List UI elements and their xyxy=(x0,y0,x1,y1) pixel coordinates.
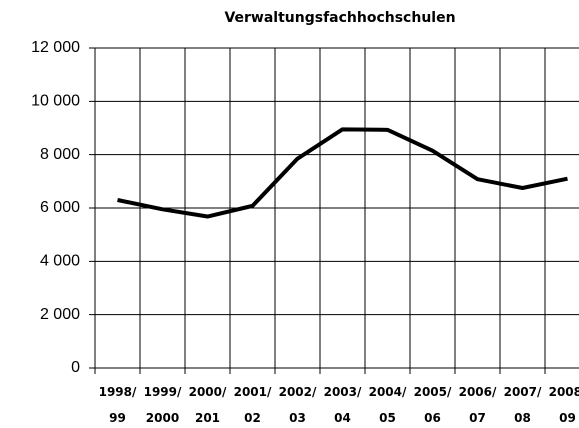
x-tick-label: 2005/06 xyxy=(414,385,452,425)
x-tick-label: 2006/07 xyxy=(459,385,497,425)
x-tick-label: 2003/04 xyxy=(324,385,362,425)
y-tick-label: 2 000 xyxy=(40,306,80,323)
y-tick-label: 12 000 xyxy=(31,39,80,56)
x-tick-label: 1999/2000 xyxy=(144,385,182,425)
y-tick-label: 10 000 xyxy=(31,93,80,110)
chart-title: Verwaltungsfachhochschulen xyxy=(224,10,455,26)
x-tick-label: 2004/05 xyxy=(369,385,407,425)
y-tick-label: 4 000 xyxy=(40,253,80,270)
y-tick-label: 0 xyxy=(71,359,80,376)
y-tick-label: 6 000 xyxy=(40,199,80,216)
x-tick-label: 1998/99 xyxy=(99,385,137,425)
x-tick-label: 2002/03 xyxy=(279,385,317,425)
x-tick-label: 2008/09 xyxy=(549,385,579,425)
x-tick-label: 2000/201 xyxy=(189,385,227,425)
data-line xyxy=(117,127,568,219)
y-tick-label: 8 000 xyxy=(40,146,80,163)
x-tick-label: 2001/02 xyxy=(234,385,272,425)
x-tick-label: 2007/08 xyxy=(504,385,542,425)
